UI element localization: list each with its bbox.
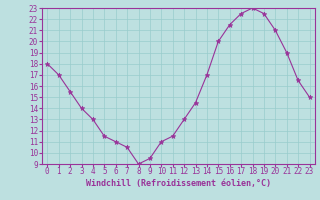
X-axis label: Windchill (Refroidissement éolien,°C): Windchill (Refroidissement éolien,°C) [86,179,271,188]
